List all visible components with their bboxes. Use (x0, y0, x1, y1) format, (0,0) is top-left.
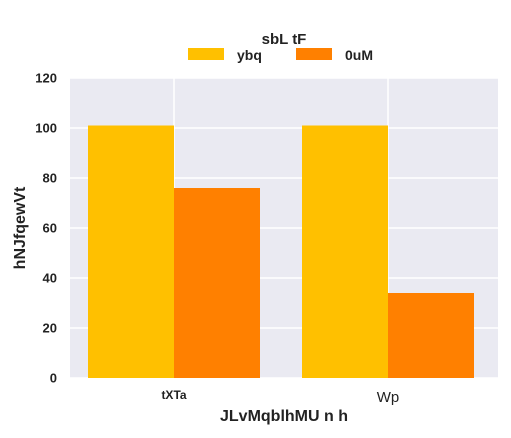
y-tick-label: 20 (43, 321, 57, 336)
legend-label-0um: 0uM (345, 47, 373, 63)
y-axis-label: hNJfqewVt (12, 186, 29, 269)
legend: sbL tF ybq 0uM (188, 31, 373, 63)
legend-label-ybq: ybq (237, 47, 262, 63)
bar-0uM-Wp (388, 293, 474, 378)
legend-title: sbL tF (262, 31, 307, 48)
y-tick-label: 100 (35, 121, 57, 136)
bar-ybq-Wp (302, 125, 388, 378)
x-tick-labels: tXTa Wp (161, 388, 399, 406)
legend-swatch-0um (296, 48, 332, 60)
y-tick-label: 60 (43, 221, 57, 236)
y-tick-label: 40 (43, 271, 57, 286)
x-tick-label: Wp (377, 389, 400, 406)
legend-swatch-ybq (188, 48, 224, 60)
y-tick-label: 0 (50, 371, 57, 386)
y-tick-label: 120 (35, 71, 57, 86)
x-tick-label: tXTa (161, 388, 186, 402)
bar-0uM-tXTa (174, 188, 260, 378)
bars (88, 125, 474, 378)
y-tick-label: 80 (43, 171, 57, 186)
y-tick-labels: 0 20 40 60 80 100 120 (35, 71, 57, 386)
bar-ybq-tXTa (88, 125, 174, 378)
x-axis-label: JLvMqblhMU n h (220, 408, 348, 425)
